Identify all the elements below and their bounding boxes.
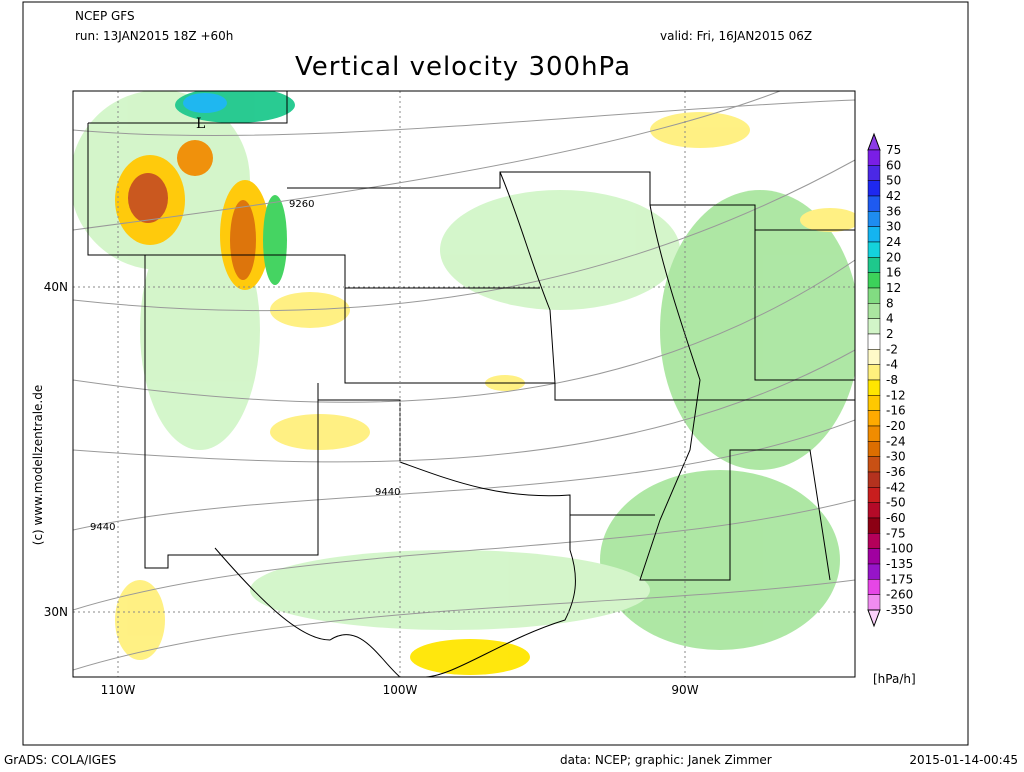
- colorbar-label: -135: [886, 557, 913, 571]
- lon-label: 90W: [671, 683, 698, 697]
- colorbar-box: [867, 579, 881, 595]
- colorbar-box: [867, 456, 881, 473]
- colorbar-label: -36: [886, 465, 906, 479]
- contour-label: 9260: [289, 199, 314, 210]
- colorbar-label: 2: [886, 327, 894, 341]
- colorbar-box: [867, 318, 881, 335]
- colorbar-triangle: [867, 609, 881, 628]
- colorbar-box: [867, 594, 881, 611]
- colorbar-label: -42: [886, 480, 906, 494]
- model: NCEP GFS: [75, 9, 135, 23]
- timestamp: 2015-01-14-00:45: [909, 753, 1018, 767]
- colorbar-label: 16: [886, 266, 901, 280]
- map: 9260 9440 9440 L 40N 30N 110W 100W 90W (…: [31, 90, 856, 697]
- lon-label: 110W: [101, 683, 136, 697]
- colorbar-label: -4: [886, 358, 898, 372]
- colorbar-label: 60: [886, 158, 901, 172]
- colorbar-label: -12: [886, 388, 906, 402]
- colorbar-box: [867, 333, 881, 350]
- copyright: (c) www.modellzentrale.de: [31, 385, 45, 545]
- colorbar: 75605042363024201612842-2-4-8-12-16-20-2…: [867, 132, 913, 628]
- colorbar-box: [867, 195, 881, 212]
- colorbar-label: -60: [886, 511, 906, 525]
- colorbar-box: [867, 517, 881, 534]
- colorbar-box: [867, 533, 881, 549]
- colorbar-label: -50: [886, 496, 906, 510]
- colorbar-box: [867, 241, 881, 258]
- colorbar-label: -260: [886, 588, 913, 602]
- software: GrADS: COLA/IGES: [4, 753, 116, 767]
- colorbar-box: [867, 165, 881, 181]
- colorbar-box: [867, 425, 881, 442]
- colorbar-label: 8: [886, 296, 894, 310]
- colorbar-label: 30: [886, 220, 901, 234]
- colorbar-label: -175: [886, 572, 913, 586]
- colorbar-label: 4: [886, 312, 894, 326]
- colorbar-label: -100: [886, 542, 913, 556]
- colorbar-label: 24: [886, 235, 901, 249]
- graticule: [73, 91, 855, 677]
- colorbar-label: 36: [886, 204, 901, 218]
- colorbar-label: 20: [886, 250, 901, 264]
- contour-label: 9440: [90, 522, 115, 533]
- title: Vertical velocity 300hPa: [295, 52, 631, 82]
- colorbar-box: [867, 149, 881, 166]
- run: run: 13JAN2015 18Z +60h: [75, 29, 233, 43]
- colorbar-box: [867, 287, 881, 304]
- colorbar-box: [867, 502, 881, 519]
- colorbar-box: [867, 379, 881, 396]
- colorbar-label: -20: [886, 419, 906, 433]
- colorbar-box: [867, 410, 881, 427]
- colorbar-label: -75: [886, 526, 906, 540]
- frame: [22, 1, 969, 746]
- height-contours: [73, 91, 855, 671]
- colorbar-label: -30: [886, 450, 906, 464]
- colorbar-label: 42: [886, 189, 901, 203]
- contour-label: 9440: [375, 487, 400, 498]
- colorbar-box: [867, 226, 881, 243]
- colorbar-label: -8: [886, 373, 898, 387]
- colorbar-box: [867, 272, 881, 289]
- colorbar-box: [867, 441, 881, 457]
- lat-label: 30N: [44, 605, 68, 619]
- colorbar-triangle: [867, 132, 881, 151]
- colorbar-label: -24: [886, 434, 906, 448]
- colorbar-box: [867, 364, 881, 381]
- valid: valid: Fri, 16JAN2015 06Z: [660, 29, 812, 43]
- colorbar-box: [867, 211, 881, 227]
- borders: [87, 91, 855, 677]
- low-marker: L: [196, 116, 205, 132]
- colorbar-label: 50: [886, 174, 901, 188]
- colorbar-label: 12: [886, 281, 901, 295]
- colorbar-box: [867, 563, 881, 580]
- colorbar-box: [867, 257, 881, 273]
- credit: data: NCEP; graphic: Janek Zimmer: [560, 753, 772, 767]
- colorbar-label: 75: [886, 143, 901, 157]
- colorbar-box: [867, 395, 881, 411]
- colorbar-box: [867, 180, 881, 197]
- colorbar-box: [867, 303, 881, 319]
- colorbar-box: [867, 471, 881, 488]
- colorbar-label: -350: [886, 603, 913, 617]
- colorbar-label: -2: [886, 342, 898, 356]
- unit: [hPa/h]: [873, 672, 916, 686]
- colorbar-box: [867, 349, 881, 365]
- colorbar-label: -16: [886, 404, 906, 418]
- colorbar-box: [867, 548, 881, 565]
- lon-label: 100W: [383, 683, 418, 697]
- colorbar-box: [867, 487, 881, 503]
- lat-label: 40N: [44, 280, 68, 294]
